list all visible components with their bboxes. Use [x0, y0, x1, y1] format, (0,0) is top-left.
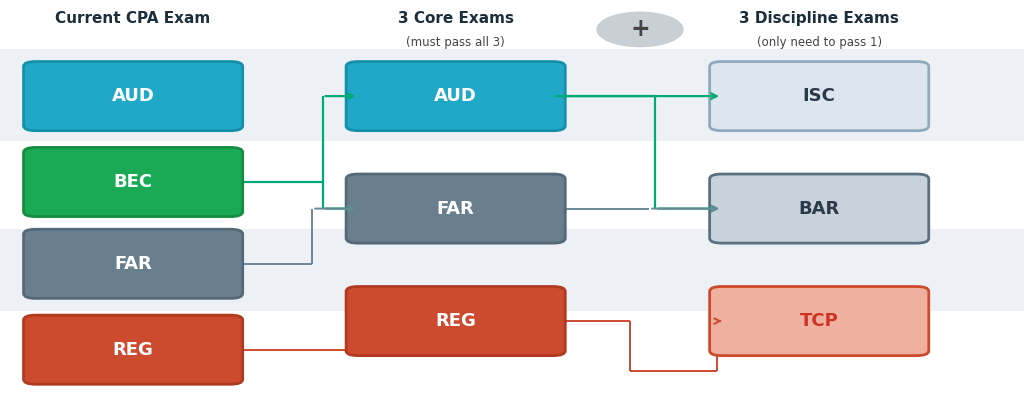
Text: REG: REG: [113, 341, 154, 359]
Text: (must pass all 3): (must pass all 3): [407, 36, 505, 49]
FancyBboxPatch shape: [24, 229, 243, 299]
Text: (only need to pass 1): (only need to pass 1): [757, 36, 882, 49]
Text: 3 Discipline Exams: 3 Discipline Exams: [739, 11, 899, 26]
Text: AUD: AUD: [434, 87, 477, 105]
FancyBboxPatch shape: [346, 62, 565, 131]
Text: BEC: BEC: [114, 173, 153, 191]
FancyBboxPatch shape: [710, 62, 929, 131]
FancyBboxPatch shape: [0, 141, 1024, 229]
Circle shape: [597, 12, 683, 47]
FancyBboxPatch shape: [24, 62, 243, 131]
FancyBboxPatch shape: [346, 174, 565, 243]
FancyBboxPatch shape: [24, 148, 243, 217]
FancyBboxPatch shape: [710, 174, 929, 243]
FancyBboxPatch shape: [0, 311, 1024, 409]
FancyBboxPatch shape: [0, 49, 1024, 141]
Text: TCP: TCP: [800, 312, 839, 330]
FancyBboxPatch shape: [346, 286, 565, 355]
Text: 3 Core Exams: 3 Core Exams: [397, 11, 514, 26]
Text: FAR: FAR: [437, 200, 474, 218]
Text: +: +: [630, 18, 650, 41]
FancyBboxPatch shape: [0, 229, 1024, 311]
Text: ISC: ISC: [803, 87, 836, 105]
Text: FAR: FAR: [115, 255, 152, 273]
FancyBboxPatch shape: [710, 286, 929, 355]
FancyBboxPatch shape: [24, 315, 243, 384]
Text: AUD: AUD: [112, 87, 155, 105]
Text: Current CPA Exam: Current CPA Exam: [55, 11, 211, 26]
Text: REG: REG: [435, 312, 476, 330]
Text: BAR: BAR: [799, 200, 840, 218]
